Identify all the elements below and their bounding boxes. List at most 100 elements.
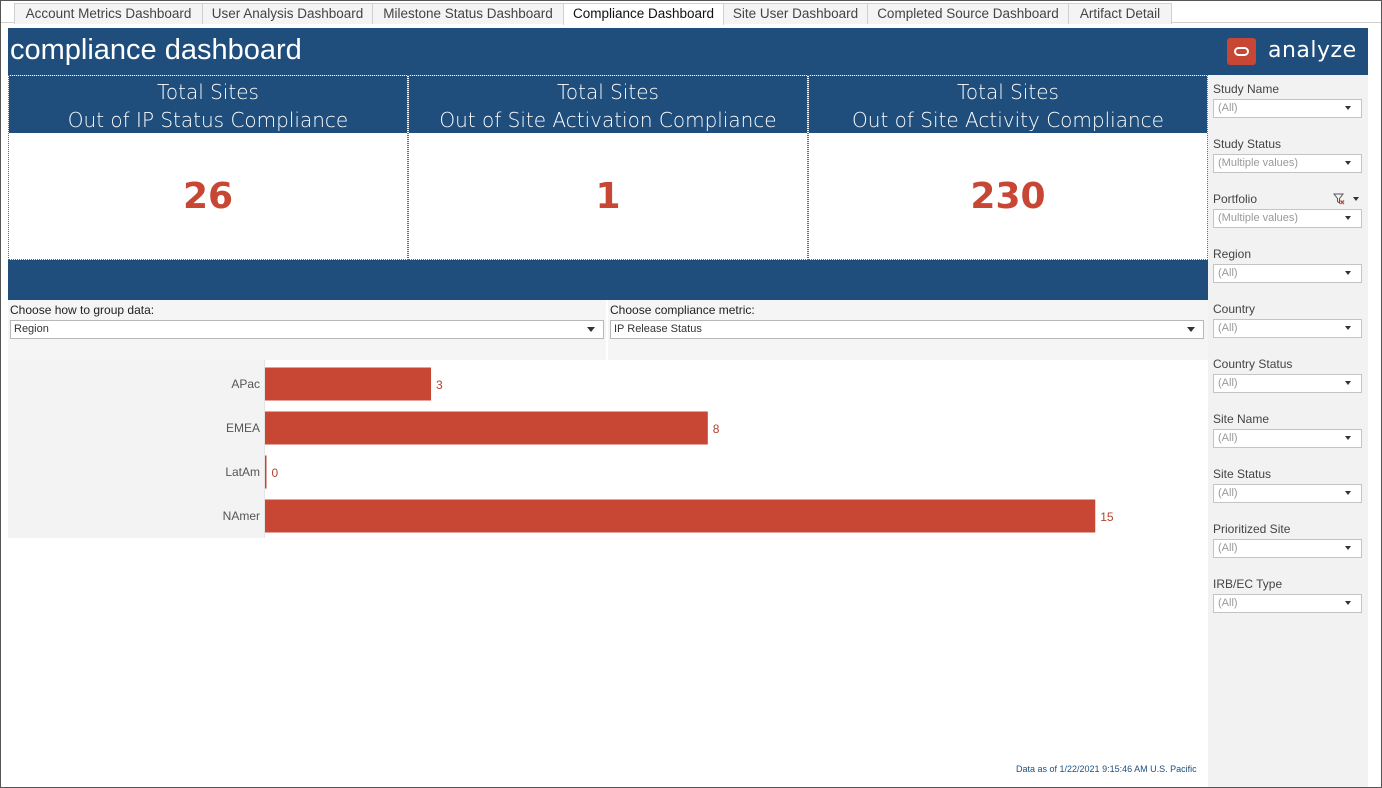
page-title: compliance dashboard [10,34,302,66]
filter-value: (All) [1218,542,1238,554]
bar-emea[interactable] [265,411,708,445]
filter-portfolio: Portfolio (Multiple values) [1213,191,1363,228]
kpi-card-ip-status: Total Sites Out of IP Status Compliance … [8,75,408,260]
kpi-title: Total Sites [957,80,1059,104]
axis-line [264,360,265,538]
filter-country: Country (All) [1213,301,1363,338]
chevron-down-icon [1345,271,1351,275]
compliance-metric-dropdown[interactable]: IP Release Status [610,320,1204,339]
kpi-card-site-activity: Total Sites Out of Site Activity Complia… [808,75,1208,260]
kpi-subtitle: Out of IP Status Compliance [67,108,349,132]
kpi-value[interactable]: 26 [182,176,234,217]
dashboard-header: compliance dashboard [8,28,1208,75]
brand-label: analyze [1268,38,1357,63]
filter-dropdown[interactable]: (All) [1213,594,1362,613]
category-axis-panel [8,360,264,538]
filter-label: Prioritized Site [1213,522,1291,536]
kpi-value[interactable]: 1 [595,176,621,217]
filter-dropdown[interactable]: (All) [1213,429,1362,448]
filter-value: (All) [1218,322,1238,334]
chevron-down-icon [1345,106,1351,110]
group-by-parameter: Choose how to group data: Region [8,300,606,360]
category-label-apac: APac [231,377,260,391]
filter-label: Site Status [1213,467,1272,481]
tab-compliance[interactable]: Compliance Dashboard [563,3,724,25]
section-divider-band [8,260,1208,300]
filter-dropdown[interactable]: (All) [1213,319,1362,338]
group-by-label: Choose how to group data: [10,303,155,317]
tab-site-user[interactable]: Site User Dashboard [723,3,868,24]
filter-value: (All) [1218,102,1238,114]
category-label-namer: NAmer [223,509,260,523]
filter-site-name: Site Name (All) [1213,411,1363,448]
bar-namer[interactable] [265,499,1096,533]
data-label-namer: 15 [1100,510,1114,524]
chevron-down-icon [1345,546,1351,550]
bar-latam[interactable] [265,455,267,489]
data-timestamp: Data as of 1/22/2021 9:15:46 AM U.S. Pac… [1016,764,1197,774]
filter-dropdown[interactable]: (All) [1213,484,1362,503]
chevron-down-icon [1345,491,1351,495]
chevron-down-icon [1345,381,1351,385]
kpi-subtitle: Out of Site Activity Compliance [852,108,1164,132]
filter-label: IRB/EC Type [1213,577,1283,591]
filter-label: Country Status [1213,357,1293,371]
filter-label: Study Name [1213,82,1280,96]
filter-dropdown[interactable]: (Multiple values) [1213,154,1362,173]
filter-value: (All) [1218,267,1238,279]
filter-irb-ec-type: IRB/EC Type (All) [1213,576,1363,613]
filter-dropdown[interactable]: (All) [1213,539,1362,558]
chart-canvas: APac 3 EMEA 8 LatAm 0 NAmer 15 [223,367,1114,533]
data-label-emea: 8 [713,422,720,436]
filter-value: (All) [1218,487,1238,499]
filter-label: Region [1213,247,1252,261]
filter-label: Country [1213,302,1256,316]
oracle-logo-icon [1227,38,1256,65]
kpi-title: Total Sites [557,80,659,104]
group-by-value: Region [14,323,49,335]
kpi-header: Total Sites Out of Site Activity Complia… [809,76,1207,133]
tab-account-metrics[interactable]: Account Metrics Dashboard [14,3,203,24]
filter-value: (Multiple values) [1218,212,1299,224]
compliance-metric-label: Choose compliance metric: [610,303,755,317]
kpi-header: Total Sites Out of Site Activation Compl… [409,76,807,133]
filter-dropdown[interactable]: (Multiple values) [1213,209,1362,228]
kpi-value[interactable]: 230 [970,176,1046,217]
clear-filter-icon[interactable] [1333,193,1345,205]
chevron-down-icon [1345,326,1351,330]
group-by-dropdown[interactable]: Region [10,320,604,339]
compliance-bar-chart: APac 3 EMEA 8 LatAm 0 NAmer 15 [8,360,1208,538]
bar-apac[interactable] [265,367,432,401]
compliance-metric-value: IP Release Status [614,323,702,335]
filter-value: (All) [1218,597,1238,609]
chevron-down-icon [1345,216,1351,220]
tab-artifact-detail[interactable]: Artifact Detail [1068,3,1172,24]
kpi-subtitle: Out of Site Activation Compliance [439,108,777,132]
filter-dropdown[interactable]: (All) [1213,99,1362,118]
filter-country-status: Country Status (All) [1213,356,1363,393]
filter-prioritized-site: Prioritized Site (All) [1213,521,1363,558]
chevron-down-icon [1187,327,1195,332]
filter-site-status: Site Status (All) [1213,466,1363,503]
filter-region: Region (All) [1213,246,1363,283]
tab-milestone-status[interactable]: Milestone Status Dashboard [372,3,564,24]
filter-dropdown[interactable]: (All) [1213,264,1362,283]
category-label-emea: EMEA [226,421,260,435]
kpi-header: Total Sites Out of IP Status Compliance [9,76,407,133]
filter-menu-icon[interactable] [1353,197,1359,201]
chevron-down-icon [1345,436,1351,440]
tab-user-analysis[interactable]: User Analysis Dashboard [202,3,373,24]
filter-dropdown[interactable]: (All) [1213,374,1362,393]
chevron-down-icon [587,327,595,332]
filter-label-text: Portfolio [1213,192,1258,206]
chevron-down-icon [1345,601,1351,605]
filter-value: (All) [1218,432,1238,444]
brand-banner: analyze [1208,28,1368,75]
dashboard-tab-bar: Account Metrics Dashboard User Analysis … [1,1,1381,25]
filter-value: (Multiple values) [1218,157,1299,169]
filter-value: (All) [1218,377,1238,389]
filter-study-name: Study Name (All) [1213,81,1363,118]
tab-completed-source[interactable]: Completed Source Dashboard [867,3,1069,24]
filter-label: Site Name [1213,412,1270,426]
filter-study-status: Study Status (Multiple values) [1213,136,1363,173]
